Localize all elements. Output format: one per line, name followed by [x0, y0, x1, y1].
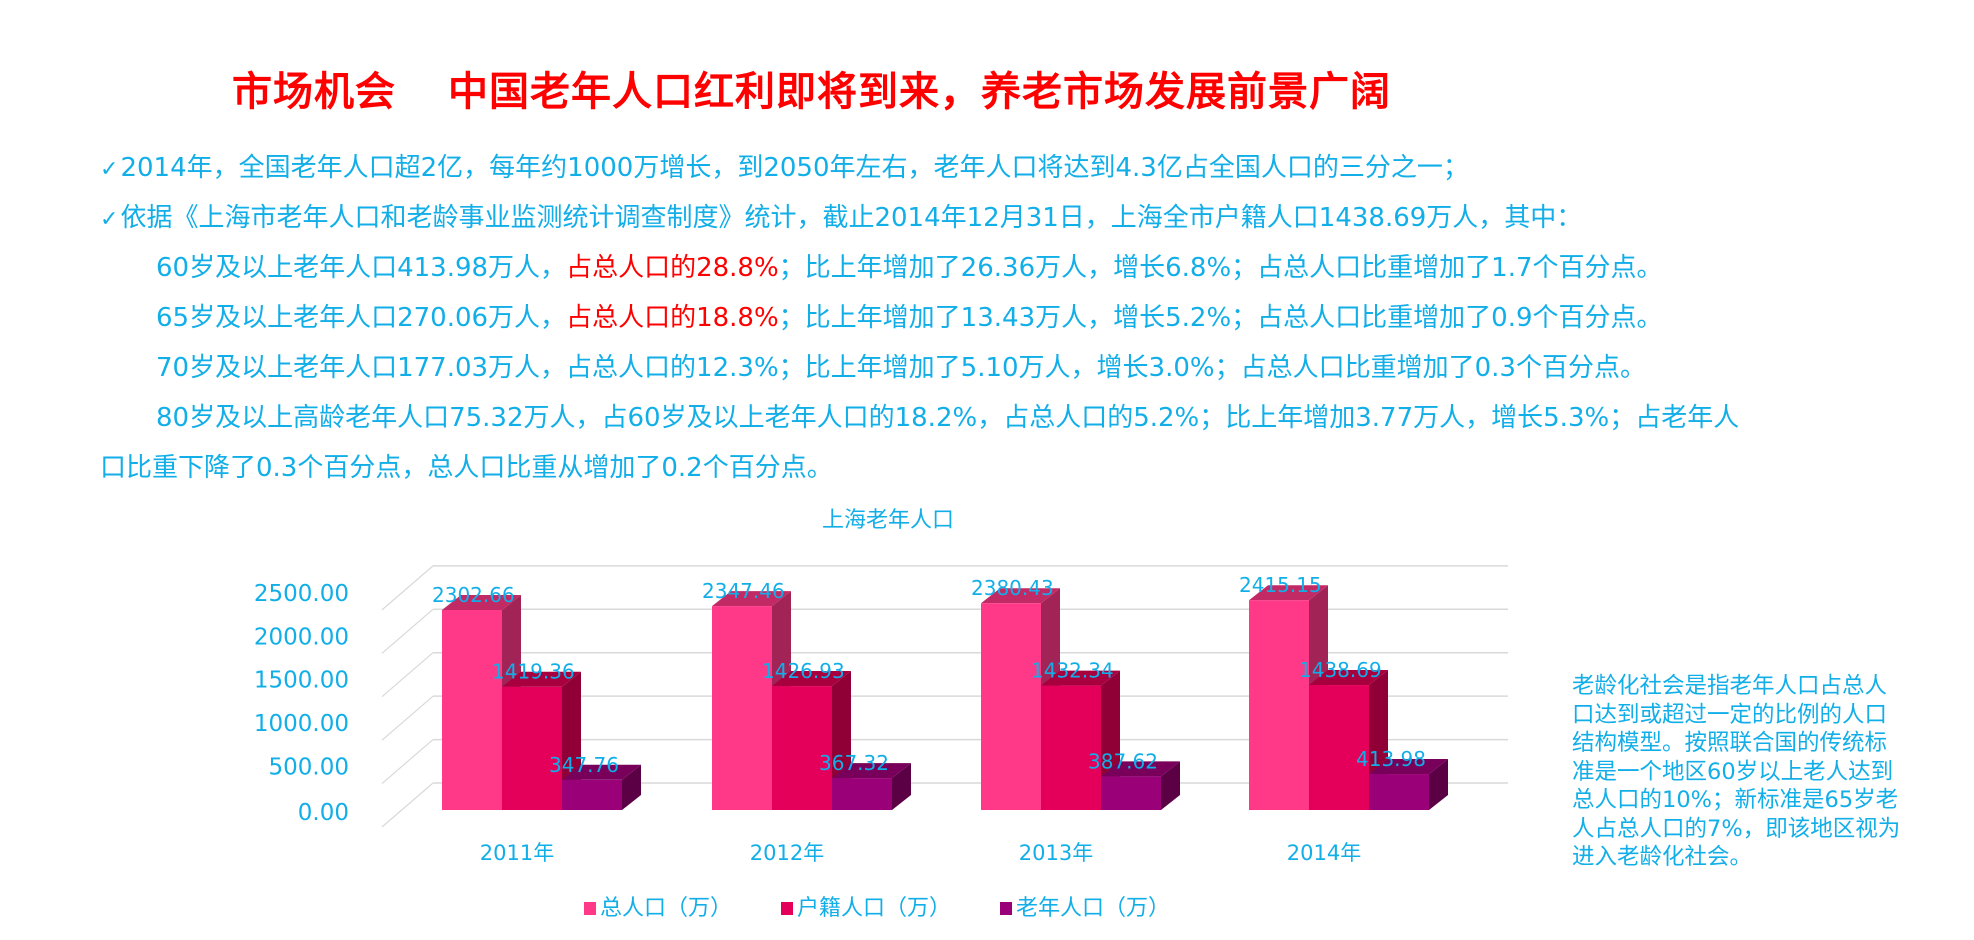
- y-tick-label: 500.00: [269, 755, 349, 781]
- note-line: 结构模型。按照联合国的传统标: [1572, 730, 1888, 756]
- stat-65-rest: ；比上年增加了13.43万人，增长5.2%；占总人口比重增加了0.9个百分点。: [778, 303, 1663, 333]
- stat-line-60: 60岁及以上老年人口413.98万人，占总人口的28.8%；比上年增加了26.3…: [156, 250, 1663, 286]
- x-axis-label: 2013年: [1019, 841, 1093, 865]
- chart-legend: 总人口（万） 户籍人口（万） 老年人口（万）: [584, 890, 1212, 922]
- bar: [502, 686, 562, 810]
- legend-label-household: 户籍人口（万）: [797, 896, 952, 921]
- data-label: 1419.36: [492, 660, 575, 684]
- note-line: 进入老龄化社会。: [1572, 844, 1753, 870]
- bar: [442, 610, 502, 810]
- bar: [1041, 685, 1101, 810]
- x-axis-label: 2012年: [750, 841, 824, 865]
- bar: [832, 778, 892, 810]
- legend-label-elderly: 老年人口（万）: [1016, 896, 1171, 921]
- legend-item-elderly: 老年人口（万）: [1000, 890, 1170, 922]
- data-label: 2380.43: [971, 576, 1054, 600]
- y-tick-label: 1500.00: [254, 668, 349, 694]
- x-axis-label: 2014年: [1287, 841, 1361, 865]
- title-section-label: 市场机会: [232, 69, 396, 115]
- bar: [981, 603, 1041, 810]
- stat-line-80-cont: 口比重下降了0.3个百分点，总人口比重从增加了0.2个百分点。: [100, 453, 833, 483]
- bullet-line-2: ✓依据《上海市老年人口和老龄事业监测统计调查制度》统计，截止2014年12月31…: [100, 200, 1582, 236]
- y-tick-label: 0.00: [298, 800, 349, 826]
- data-label: 2415.15: [1239, 573, 1322, 597]
- bar-group: 2415.15 1438.69 413.98: [1239, 573, 1448, 810]
- data-label: 1438.69: [1299, 658, 1382, 682]
- page-title: 市场机会 中国老年人口红利即将到来，养老市场发展前景广阔: [232, 66, 1391, 118]
- bar-group: 2347.46 1426.93 367.32: [702, 579, 911, 810]
- data-label: 387.62: [1088, 749, 1158, 773]
- bar-group: 2380.43 1432.34 387.62: [971, 576, 1180, 810]
- chart-title: 上海老年人口: [821, 508, 954, 533]
- bar: [1249, 600, 1309, 810]
- bullet-text-2: 依据《上海市老年人口和老龄事业监测统计调查制度》统计，截止2014年12月31日…: [120, 203, 1583, 233]
- stat-line-65: 65岁及以上老年人口270.06万人，占总人口的18.8%；比上年增加了13.4…: [156, 300, 1663, 336]
- data-label: 2302.66: [432, 583, 515, 607]
- data-label: 1432.34: [1031, 659, 1114, 683]
- data-label: 2347.46: [702, 579, 785, 603]
- y-tick-label: 1000.00: [254, 711, 349, 737]
- bar: [562, 779, 622, 810]
- data-label: 413.98: [1356, 747, 1426, 771]
- y-tick-label: 2000.00: [254, 624, 349, 650]
- bar: [1101, 776, 1161, 810]
- stat-65-highlight: 占总人口的18.8%: [566, 303, 779, 333]
- note-line: 人占总人口的7%，即该地区视为: [1572, 815, 1901, 842]
- stat-line-80: 80岁及以上高龄老年人口75.32万人，占60岁及以上老年人口的18.2%，占总…: [156, 403, 1740, 433]
- bar: [712, 606, 772, 810]
- legend-swatch-elderly: [1000, 902, 1013, 915]
- bullet-line-1: ✓2014年，全国老年人口超2亿，每年约1000万增长，到2050年左右，老年人…: [100, 150, 1469, 186]
- stat-60-highlight: 占总人口的28.8%: [566, 253, 779, 283]
- legend-swatch-total: [584, 902, 596, 915]
- check-icon: ✓: [100, 157, 119, 182]
- legend-item-total: 总人口（万）: [584, 890, 732, 922]
- legend-item-household: 户籍人口（万）: [781, 890, 951, 922]
- bullet-text-1: 2014年，全国老年人口超2亿，每年约1000万增长，到2050年左右，老年人口…: [120, 153, 1469, 183]
- legend-label-total: 总人口（万）: [600, 896, 733, 921]
- bar: [772, 686, 832, 810]
- bar: [1309, 685, 1369, 810]
- y-tick-label: 2500.00: [254, 581, 349, 607]
- stat-line-70: 70岁及以上老年人口177.03万人，占总人口的12.3%；比上年增加了5.10…: [156, 353, 1646, 383]
- data-label: 367.32: [819, 751, 889, 775]
- bar: [1369, 774, 1429, 810]
- legend-swatch-household: [781, 902, 794, 915]
- data-label: 347.76: [549, 753, 619, 777]
- stat-65-text: 65岁及以上老年人口270.06万人，: [156, 303, 567, 333]
- note-line: 准是一个地区60岁以上老人达到: [1572, 758, 1894, 785]
- title-headline: 中国老年人口红利即将到来，养老市场发展前景广阔: [448, 69, 1391, 115]
- stat-60-text: 60岁及以上老年人口413.98万人，: [156, 253, 567, 283]
- check-icon: ✓: [100, 207, 119, 232]
- aging-society-note: 老龄化社会是指老年人口占总人 口达到或超过一定的比例的人口 结构模型。按照联合国…: [1572, 672, 1942, 872]
- note-line: 口达到或超过一定的比例的人口: [1572, 701, 1888, 728]
- stat-60-rest: ；比上年增加了26.36万人，增长6.8%；占总人口比重增加了1.7个百分点。: [778, 253, 1663, 283]
- note-line: 总人口的10%；新标准是65岁老: [1572, 787, 1899, 813]
- bar-group: 2302.66 1419.36 347.76: [432, 583, 641, 810]
- data-label: 1426.93: [762, 659, 845, 683]
- x-axis-label: 2011年: [480, 841, 554, 865]
- note-line: 老龄化社会是指老年人口占总人: [1572, 673, 1888, 699]
